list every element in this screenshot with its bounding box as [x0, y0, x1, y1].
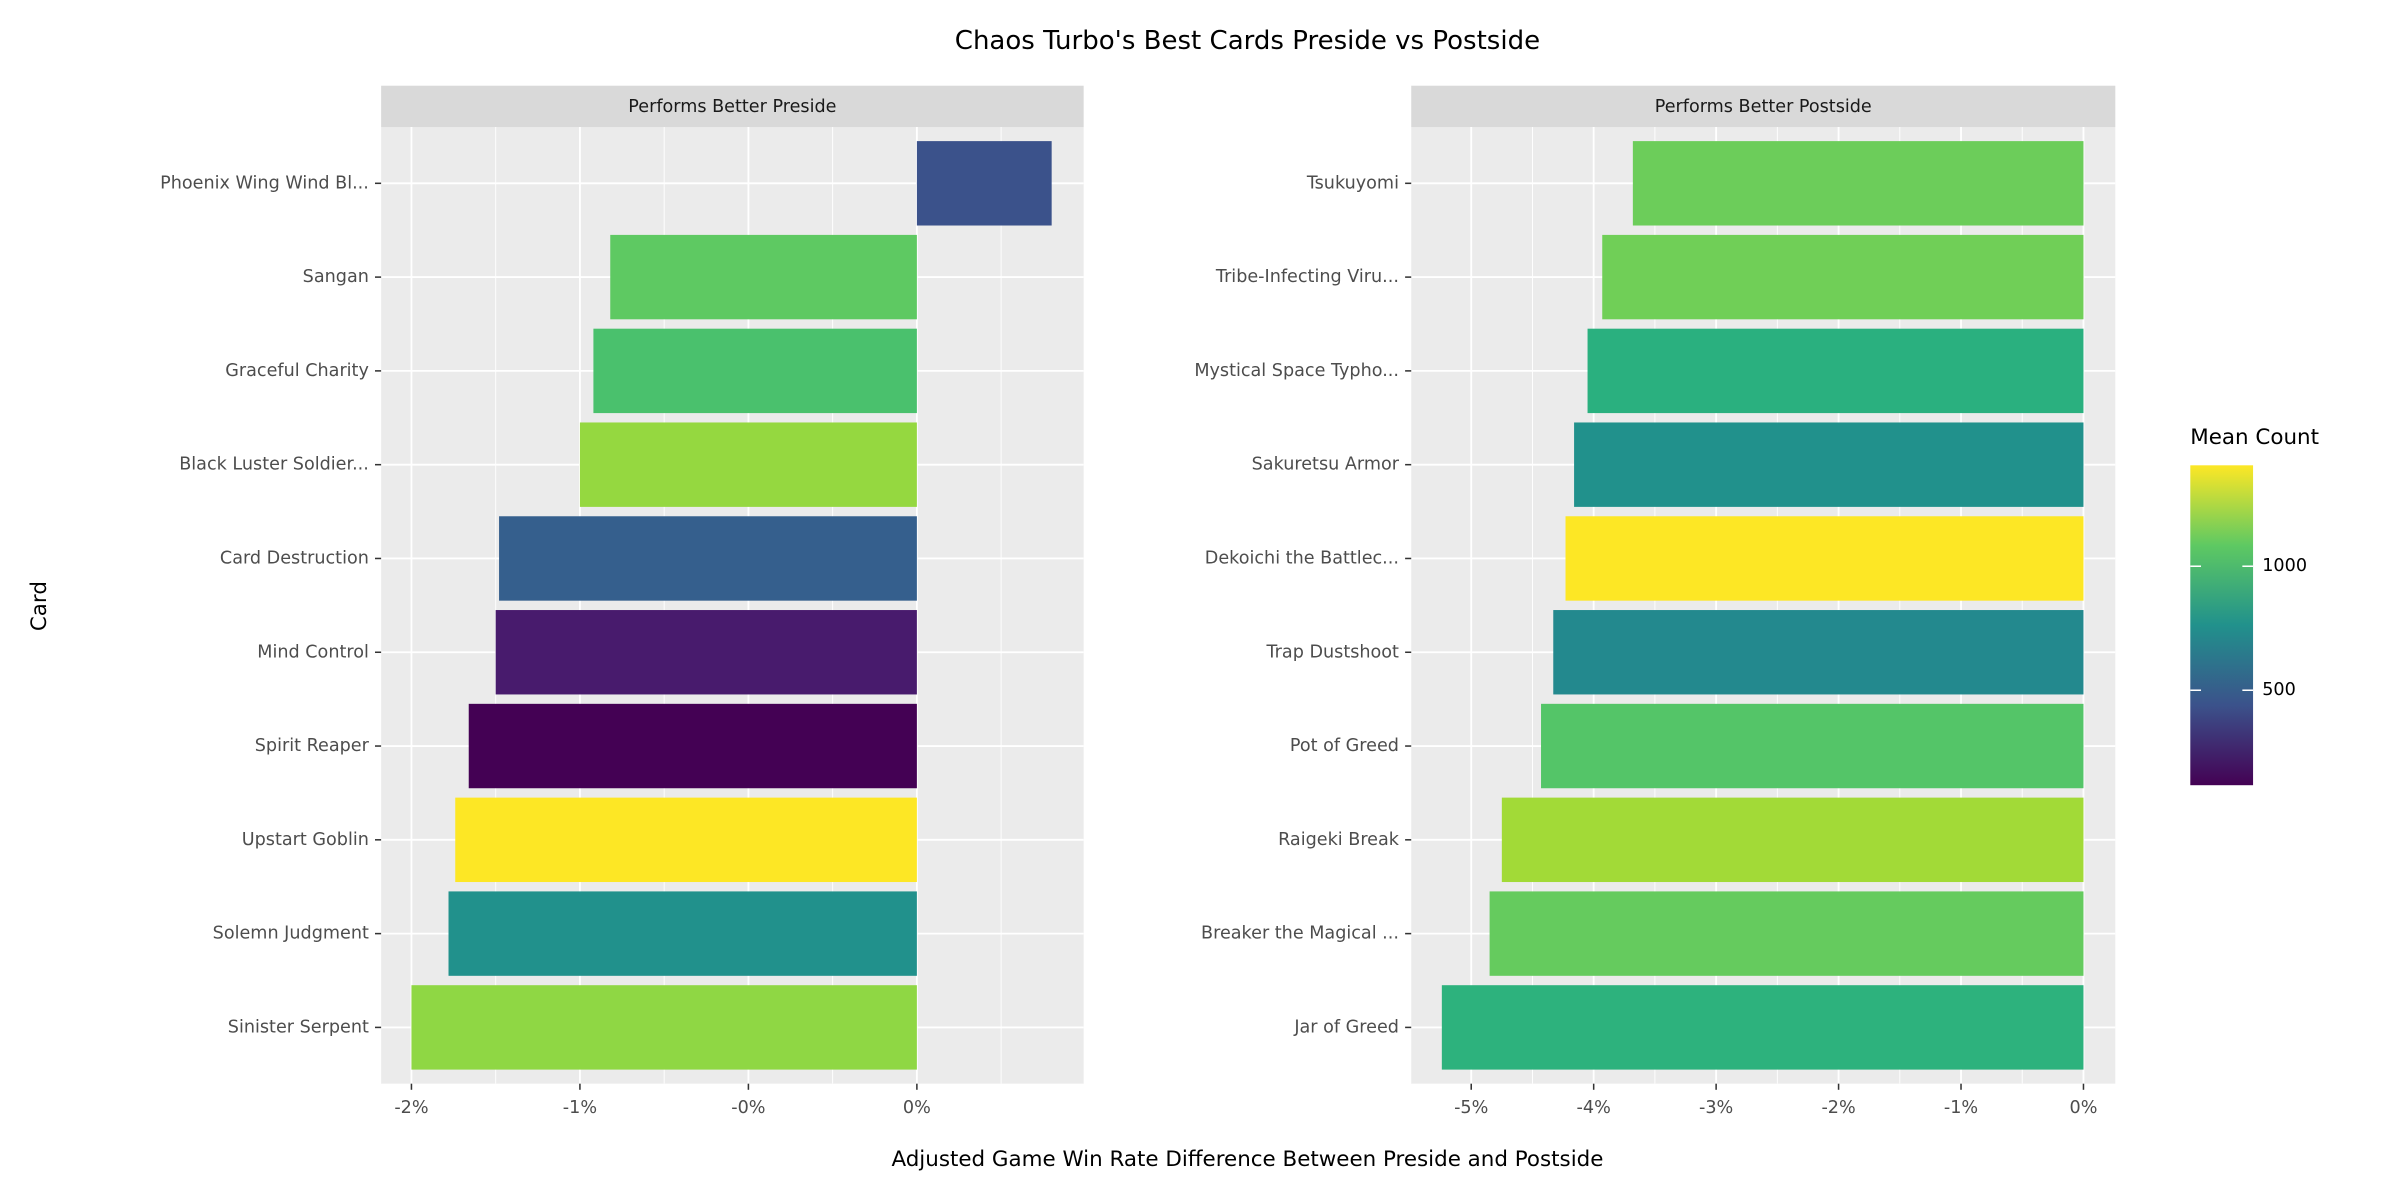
y-tick-label: Mind Control: [257, 642, 369, 662]
y-tick-label: Dekoichi the Battlec...: [1205, 548, 1399, 568]
bar: [1489, 891, 2084, 976]
legend-tick-label: 1000: [2262, 556, 2307, 576]
bar: [1632, 141, 2084, 226]
y-tick-label: Tribe-Infecting Viru...: [1215, 267, 1399, 287]
bar: [1565, 516, 2084, 601]
strip-background: [1411, 85, 2116, 128]
bar: [411, 985, 917, 1070]
bar: [448, 891, 917, 976]
y-tick-label: Upstart Goblin: [242, 830, 369, 850]
bar: [1501, 797, 2084, 883]
bar: [455, 797, 917, 883]
bar: [593, 328, 917, 414]
colorbar: [2190, 465, 2254, 786]
y-tick-label: Phoenix Wing Wind Bl...: [160, 173, 369, 193]
x-tick-label: -1%: [563, 1098, 597, 1118]
bar: [1441, 985, 2084, 1070]
bar: [1553, 610, 2084, 695]
y-tick-label: Raigeki Break: [1278, 830, 1400, 850]
y-axis-title: Card: [27, 581, 52, 631]
bar: [916, 141, 1052, 226]
legend-tick-label: 500: [2262, 680, 2296, 700]
x-tick-label: -2%: [1821, 1098, 1855, 1118]
bar: [1602, 234, 2084, 320]
x-tick-label: 0%: [903, 1098, 931, 1118]
bar: [1541, 703, 2084, 789]
y-tick-label: Sinister Serpent: [228, 1017, 369, 1037]
y-tick-label: Card Destruction: [220, 548, 369, 568]
strip-label: Performs Better Postside: [1655, 97, 1872, 117]
y-tick-label: Mystical Space Typho...: [1194, 361, 1399, 381]
x-tick-label: -3%: [1699, 1098, 1733, 1118]
y-tick-label: Black Luster Soldier...: [179, 455, 369, 475]
chart-title: Chaos Turbo's Best Cards Preside vs Post…: [955, 26, 1540, 56]
x-tick-label: 0%: [2070, 1098, 2098, 1118]
bar: [468, 703, 917, 789]
x-tick-label: -1%: [1944, 1098, 1978, 1118]
y-tick-label: Pot of Greed: [1290, 736, 1399, 756]
y-tick-label: Tsukuyomi: [1306, 173, 1399, 193]
bar: [1587, 328, 2084, 414]
bar: [610, 234, 917, 320]
y-tick-label: Sakuretsu Armor: [1252, 455, 1400, 475]
x-tick-label: -2%: [394, 1098, 428, 1118]
bar: [579, 422, 917, 507]
strip-background: [381, 85, 1084, 128]
strip-label: Performs Better Preside: [628, 97, 836, 117]
legend-title: Mean Count: [2190, 425, 2319, 450]
bar: [495, 610, 917, 695]
x-tick-label: -5%: [1454, 1098, 1488, 1118]
y-tick-label: Breaker the Magical ...: [1201, 924, 1399, 944]
bar: [1574, 422, 2084, 507]
y-tick-label: Solemn Judgment: [213, 924, 369, 944]
y-tick-label: Spirit Reaper: [255, 736, 370, 756]
bar: [499, 516, 917, 601]
y-tick-label: Graceful Charity: [225, 361, 369, 381]
y-tick-label: Trap Dustshoot: [1266, 642, 1400, 662]
y-tick-label: Jar of Greed: [1293, 1017, 1399, 1037]
y-tick-label: Sangan: [303, 267, 369, 287]
x-tick-label: -4%: [1577, 1098, 1611, 1118]
x-axis-title: Adjusted Game Win Rate Difference Betwee…: [891, 1147, 1603, 1172]
x-tick-label: -0%: [731, 1098, 765, 1118]
